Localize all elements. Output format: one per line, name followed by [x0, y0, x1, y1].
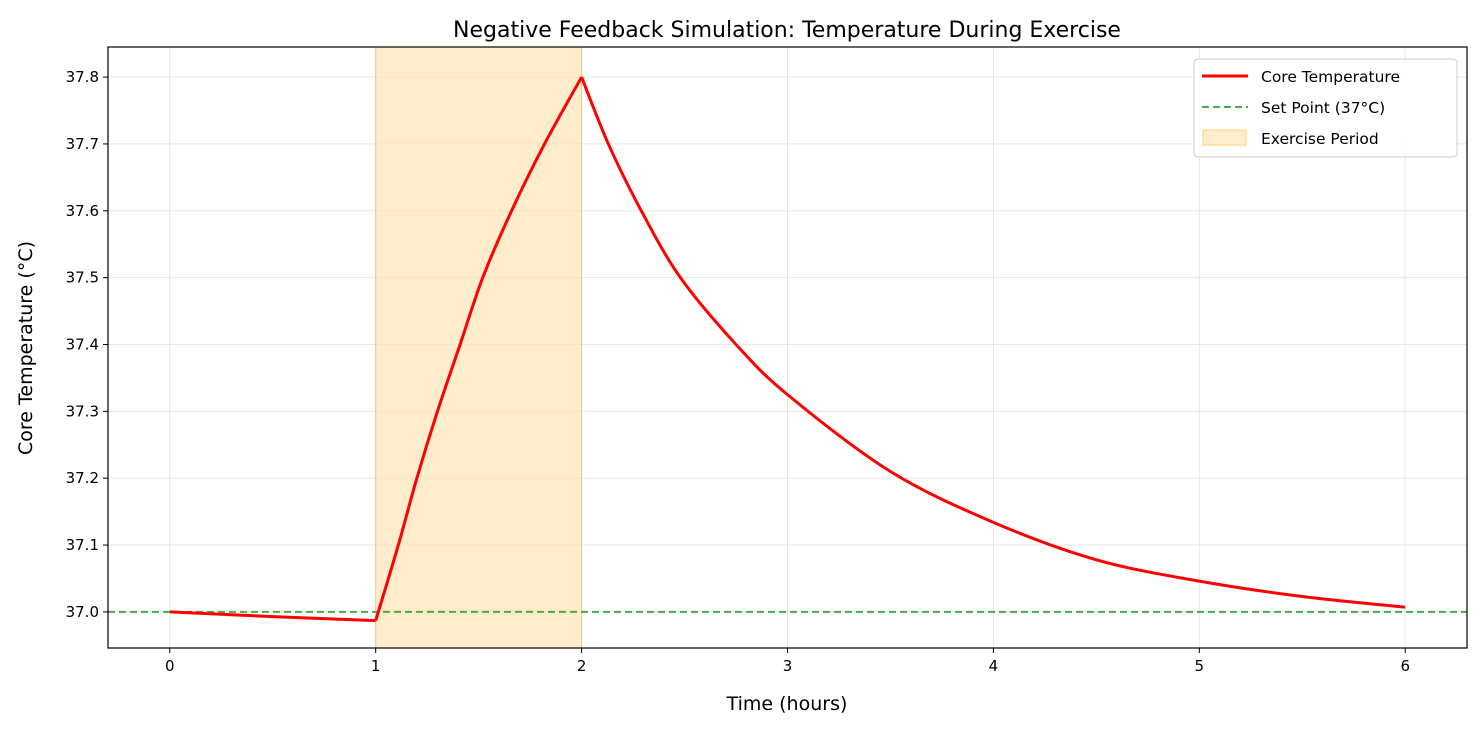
x-tick-label: 1: [371, 657, 381, 675]
x-tick-label: 2: [577, 657, 587, 675]
y-tick-label: 37.2: [66, 469, 99, 487]
x-tick-label: 5: [1195, 657, 1205, 675]
chart-title: Negative Feedback Simulation: Temperatur…: [453, 18, 1121, 43]
y-tick-label: 37.3: [66, 402, 99, 420]
x-axis: 0 1 2 3 4 5 6: [165, 648, 1410, 675]
legend-label-set-point: Set Point (37°C): [1261, 99, 1385, 117]
x-tick-label: 4: [989, 657, 999, 675]
legend: Core Temperature Set Point (37°C) Exerci…: [1193, 58, 1458, 158]
legend-label-exercise-period: Exercise Period: [1261, 130, 1379, 148]
y-axis: 37.0 37.1 37.2 37.3 37.4 37.5 37.6 37.7 37.8: [66, 68, 108, 621]
legend-box: [1193, 58, 1458, 158]
series-lines: [108, 76, 1467, 623]
y-tick-label: 37.7: [66, 135, 99, 153]
core-temperature-line: [580, 76, 1406, 609]
y-tick-label: 37.5: [66, 269, 99, 287]
y-tick-label: 37.8: [66, 68, 99, 86]
y-tick-label: 37.4: [66, 335, 99, 353]
x-tick-label: 0: [165, 657, 175, 675]
y-tick-label: 37.0: [66, 603, 99, 621]
y-axis-label: Core Temperature (°C): [15, 241, 37, 455]
shaded-regions: [375, 46, 583, 649]
x-tick-label: 3: [783, 657, 793, 675]
core-temperature-line: [374, 76, 583, 622]
y-tick-label: 37.6: [66, 202, 99, 220]
x-axis-label: Time (hours): [726, 693, 848, 715]
core-temperature-line: [169, 610, 376, 623]
y-tick-label: 37.1: [66, 536, 99, 554]
legend-swatch-exercise-period: [1202, 129, 1247, 146]
x-tick-label: 6: [1400, 657, 1410, 675]
legend-label-core-temperature: Core Temperature: [1261, 68, 1400, 86]
exercise-period-region: [375, 46, 583, 649]
